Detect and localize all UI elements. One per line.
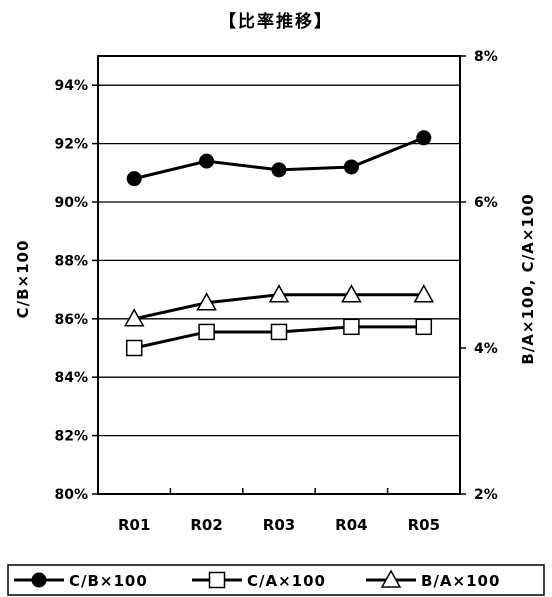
legend-marker: [208, 571, 226, 589]
legend-item: B/A×100: [366, 569, 500, 590]
y-left-tick-label: 90%: [54, 195, 88, 211]
legend-box: [7, 564, 545, 596]
series-square: [125, 318, 433, 357]
data-point: [271, 162, 287, 178]
legend-label: B/A×100: [421, 572, 500, 590]
gridlines: [98, 84, 460, 437]
data-point: [416, 130, 432, 146]
data-point: [268, 284, 290, 303]
data-point: [341, 284, 362, 303]
x-tick-label: R04: [335, 516, 367, 534]
y-left-tick-label: 94%: [54, 78, 88, 94]
legend-item: C/A×100: [192, 571, 326, 590]
data-point: [415, 318, 433, 336]
legend-label: C/A×100: [247, 572, 326, 590]
y-left-tick-label: 88%: [54, 253, 88, 269]
x-tick-label: R01: [118, 516, 150, 534]
series-layer: [123, 130, 435, 357]
legend-label: C/B×100: [69, 572, 148, 590]
y-left-tick-label: 92%: [54, 137, 88, 153]
series-circle: [126, 130, 432, 187]
y-left-tick-label: 86%: [54, 312, 88, 328]
y-right-tick-label: 6%: [474, 195, 498, 211]
data-point: [270, 323, 288, 341]
legend: C/B×100 C/A×100 B/A×100: [14, 569, 500, 590]
data-point: [413, 284, 435, 303]
x-tick-label: R05: [408, 516, 440, 534]
data-point: [199, 153, 215, 169]
y-axis-right-label: B/A×100, C/A×100: [519, 193, 537, 364]
y-right-tick-label: 4%: [474, 341, 498, 357]
chart-title: 【比率推移】: [219, 11, 333, 32]
y-left-tick-label: 84%: [54, 370, 88, 386]
data-point: [198, 323, 215, 341]
data-point: [196, 292, 217, 311]
x-axis: R01 R02 R03 R04 R05: [118, 488, 440, 534]
data-point: [126, 171, 142, 187]
y-left-tick-label: 82%: [54, 429, 88, 445]
legend-item: C/B×100: [14, 572, 148, 590]
data-point: [123, 308, 145, 327]
y-right-tick-label: 2%: [474, 487, 498, 503]
series-triangle: [123, 284, 435, 327]
data-point: [343, 318, 360, 336]
legend-marker: [31, 572, 47, 588]
y-axis-right: 2% 4% 6% 8%: [460, 49, 498, 503]
y-right-tick-label: 8%: [474, 49, 498, 65]
legend-marker: [380, 569, 402, 588]
y-left-tick-label: 80%: [54, 487, 88, 503]
y-axis-left-label: C/B×100: [14, 240, 32, 319]
plot-area: [97, 55, 461, 495]
data-point: [125, 339, 143, 357]
x-tick-label: R02: [190, 516, 222, 534]
data-point: [343, 159, 359, 175]
x-tick-label: R03: [263, 516, 295, 534]
y-axis-left: 80% 82% 84% 86% 88% 90% 92% 94%: [54, 78, 98, 503]
